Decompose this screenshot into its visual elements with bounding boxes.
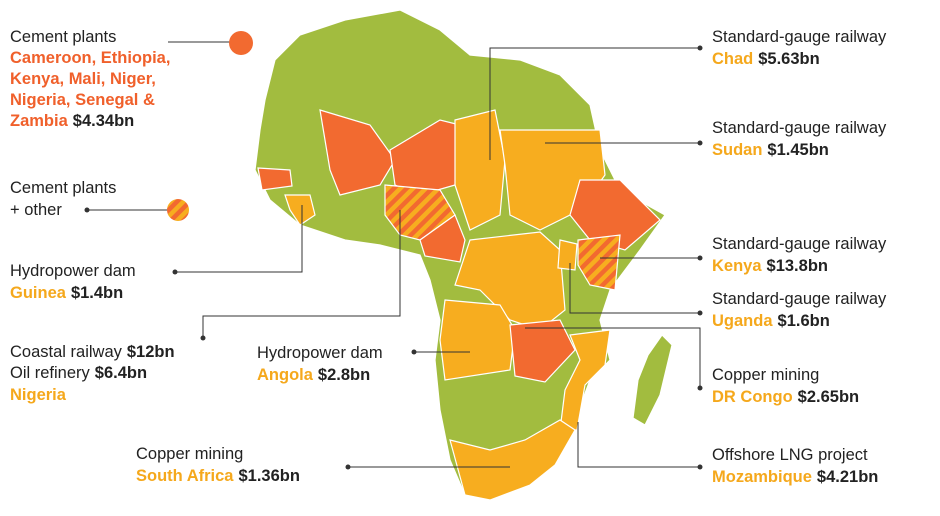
project: Standard-gauge railway — [712, 28, 887, 46]
label: Sudan $1.45bn — [712, 141, 829, 159]
project: Standard-gauge railway — [712, 290, 887, 308]
country: Guinea — [10, 284, 67, 302]
label: Chad $5.63bn — [712, 50, 820, 68]
mali — [319, 109, 396, 196]
project: Copper mining — [136, 445, 243, 463]
country: Uganda — [712, 312, 773, 330]
project: Offshore LNG project — [712, 446, 868, 464]
label: Mozambique $4.21bn — [712, 468, 878, 486]
label: Zambia $4.34bn — [10, 112, 134, 130]
leader — [569, 263, 700, 314]
project: Copper mining — [712, 366, 819, 384]
country: DR Congo — [712, 388, 793, 406]
amount: $4.34bn — [73, 112, 134, 130]
project: Standard-gauge railway — [712, 235, 887, 253]
dot — [345, 464, 351, 470]
zambia — [509, 319, 576, 383]
label: DR Congo $2.65bn — [712, 388, 859, 406]
label: Angola $2.8bn — [257, 366, 370, 384]
leaders — [84, 31, 703, 470]
country: Cameroon, Ethiopia, — [10, 49, 170, 67]
ethiopia — [569, 179, 661, 251]
amount: $1.36bn — [238, 467, 299, 485]
project: Hydropower dam — [257, 344, 383, 362]
amount: $1.45bn — [767, 141, 828, 159]
country: Nigeria — [10, 386, 67, 404]
country: Zambia — [10, 112, 69, 130]
cameroon — [419, 214, 466, 263]
angola — [439, 299, 516, 381]
leader — [489, 47, 700, 160]
label: Oil refinery $6.4bn — [10, 364, 147, 382]
senegal — [257, 167, 293, 191]
mozambique — [559, 329, 611, 431]
uganda — [557, 239, 578, 271]
dot — [411, 349, 417, 355]
dot — [172, 269, 178, 275]
labels: Cement plants Cameroon, Ethiopia, Kenya,… — [10, 28, 887, 486]
amount: $1.6bn — [778, 312, 830, 330]
project: Cement plants — [10, 179, 116, 197]
kenya — [577, 234, 621, 291]
label: Kenya $13.8bn — [712, 257, 828, 275]
country: South Africa — [136, 467, 234, 485]
project: Standard-gauge railway — [712, 119, 887, 137]
leader — [202, 210, 401, 338]
country: Sudan — [712, 141, 762, 159]
guinea — [284, 194, 316, 226]
dot — [697, 385, 703, 391]
dot — [697, 464, 703, 470]
project: + other — [10, 201, 62, 219]
project: Cement plants — [10, 28, 116, 46]
country: Angola — [257, 366, 314, 384]
label: Coastal railway $12bn — [10, 343, 175, 361]
africa — [254, 9, 673, 501]
amount: $5.63bn — [758, 50, 819, 68]
amount: $1.4bn — [71, 284, 123, 302]
label: South Africa $1.36bn — [136, 467, 300, 485]
madagascar — [632, 334, 673, 426]
label: Guinea $1.4bn — [10, 284, 123, 302]
country: Nigeria, Senegal & — [10, 91, 155, 109]
dot — [200, 335, 206, 341]
amount: $4.21bn — [817, 468, 878, 486]
project: Coastal railway — [10, 343, 123, 361]
legend-dot — [167, 199, 189, 221]
amount: $13.8bn — [767, 257, 828, 275]
project: Oil refinery — [10, 364, 91, 382]
label: Uganda $1.6bn — [712, 312, 830, 330]
dot — [697, 45, 703, 51]
dot — [697, 310, 703, 316]
amount: $2.8bn — [318, 366, 370, 384]
dot — [697, 140, 703, 146]
country: Kenya, Mali, Niger, — [10, 70, 156, 88]
project: Hydropower dam — [10, 262, 136, 280]
leader — [175, 205, 303, 273]
dot — [697, 255, 703, 261]
south-africa — [449, 419, 576, 501]
amount: $2.65bn — [798, 388, 859, 406]
leader — [525, 327, 701, 388]
country: Chad — [712, 50, 753, 68]
country: Mozambique — [712, 468, 812, 486]
amount: $6.4bn — [95, 364, 147, 382]
country: Kenya — [712, 257, 762, 275]
chad — [454, 109, 506, 231]
amount: $12bn — [127, 343, 175, 361]
leader — [577, 422, 700, 468]
legend-dot — [229, 31, 253, 55]
